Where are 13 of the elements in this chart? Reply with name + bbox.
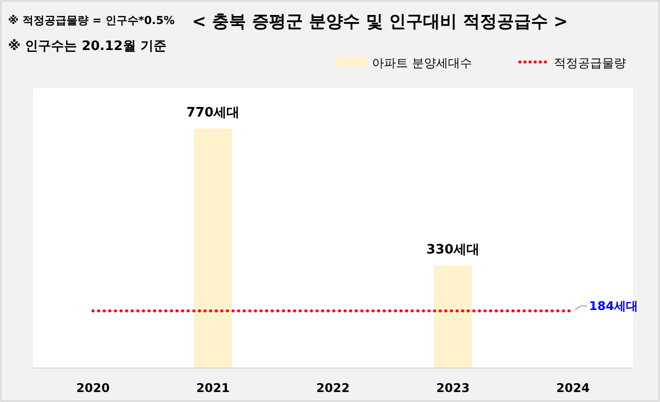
data-label: 770세대: [186, 106, 240, 121]
x-tick-label: 2024: [556, 381, 590, 395]
text: ※ 적정공급물량 = 인구수*0.5%: [8, 14, 175, 27]
data-label: 184세대: [589, 298, 638, 313]
x-tick-label: 2022: [316, 381, 350, 395]
data-label: 330세대: [426, 242, 480, 258]
text: ※ 인구수는 20.12월 기준: [8, 39, 166, 54]
x-tick-label: 2021: [196, 381, 230, 395]
legend-label: 아파트 분양세대수: [372, 56, 472, 70]
x-tick-label: 2023: [436, 381, 470, 395]
chart-title: < 충북 증평군 분양수 및 인구대비 적정공급수 >: [192, 12, 568, 32]
x-tick-label: 2020: [76, 381, 110, 395]
legend-label: 적정공급물량: [554, 56, 626, 70]
